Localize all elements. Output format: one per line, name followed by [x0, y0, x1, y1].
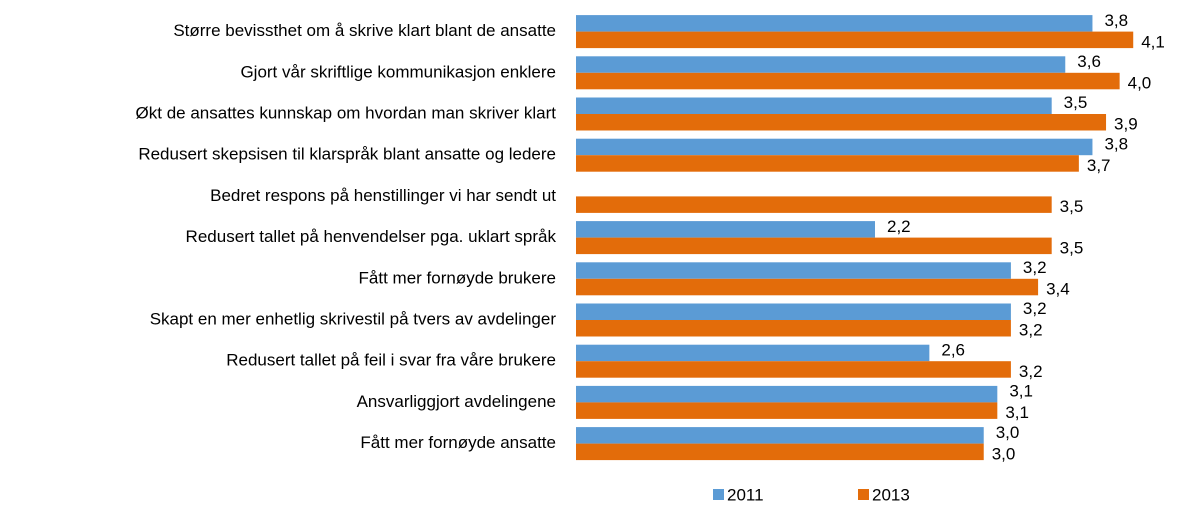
value-label: 3,5 [1060, 197, 1084, 216]
category-label: Skapt en mer enhetlig skrivestil på tver… [150, 309, 557, 328]
value-label: 3,5 [1064, 93, 1088, 112]
value-label: 3,1 [1009, 382, 1033, 401]
bar [576, 155, 1079, 172]
value-label: 3,5 [1060, 238, 1084, 257]
legend-label: 2013 [872, 485, 910, 504]
value-label: 3,2 [1019, 321, 1043, 340]
category-label: Redusert tallet på feil i svar fra våre … [226, 351, 556, 370]
bar [576, 15, 1093, 32]
value-label: 3,0 [996, 423, 1020, 442]
bar [576, 56, 1066, 73]
category-label: Fått mer fornøyde brukere [359, 268, 556, 287]
legend-swatch [858, 489, 869, 500]
value-label: 2,2 [887, 217, 911, 236]
bar [576, 320, 1011, 337]
value-label: 3,8 [1104, 134, 1128, 153]
bar [576, 138, 1093, 156]
value-label: 3,2 [1023, 258, 1047, 277]
legend-swatch [713, 489, 724, 500]
value-label: 4,0 [1128, 74, 1152, 93]
bar [576, 262, 1011, 279]
category-label: Bedret respons på henstillinger vi har s… [210, 186, 556, 205]
category-label: Gjort vår skriftlige kommunikasjon enkle… [240, 62, 556, 81]
bar [576, 344, 930, 362]
bar [576, 97, 1052, 114]
value-label: 2,6 [941, 340, 965, 359]
category-label: Redusert tallet på henvendelser pga. ukl… [186, 227, 557, 246]
value-label: 3,7 [1087, 156, 1111, 175]
value-label: 3,2 [1023, 299, 1047, 318]
bar [576, 221, 875, 238]
bar [576, 196, 1052, 213]
bar [576, 114, 1107, 131]
bar [576, 361, 1011, 378]
value-label: 3,9 [1114, 115, 1138, 134]
category-label: Redusert skepsisen til klarspråk blant a… [138, 145, 556, 164]
category-label: Ansvarliggjort avdelingene [357, 392, 556, 411]
value-label: 3,1 [1005, 403, 1029, 422]
bar [576, 427, 984, 444]
bar [576, 443, 984, 461]
bar [576, 278, 1039, 296]
bar [576, 385, 998, 403]
bar [576, 303, 1011, 320]
bar [576, 402, 998, 419]
bar [576, 31, 1134, 49]
value-label: 3,8 [1104, 11, 1128, 30]
bar [576, 237, 1052, 255]
value-label: 3,4 [1046, 280, 1070, 299]
value-label: 4,1 [1141, 32, 1165, 51]
value-label: 3,0 [992, 444, 1016, 463]
legend-label: 2011 [727, 485, 764, 504]
category-label: Større bevissthet om å skrive klart blan… [173, 21, 556, 40]
category-label: Økt de ansattes kunnskap om hvordan man … [136, 103, 557, 122]
category-label: Fått mer fornøyde ansatte [360, 433, 556, 452]
bar [576, 72, 1120, 90]
value-label: 3,6 [1077, 52, 1101, 71]
value-label: 3,2 [1019, 362, 1043, 381]
